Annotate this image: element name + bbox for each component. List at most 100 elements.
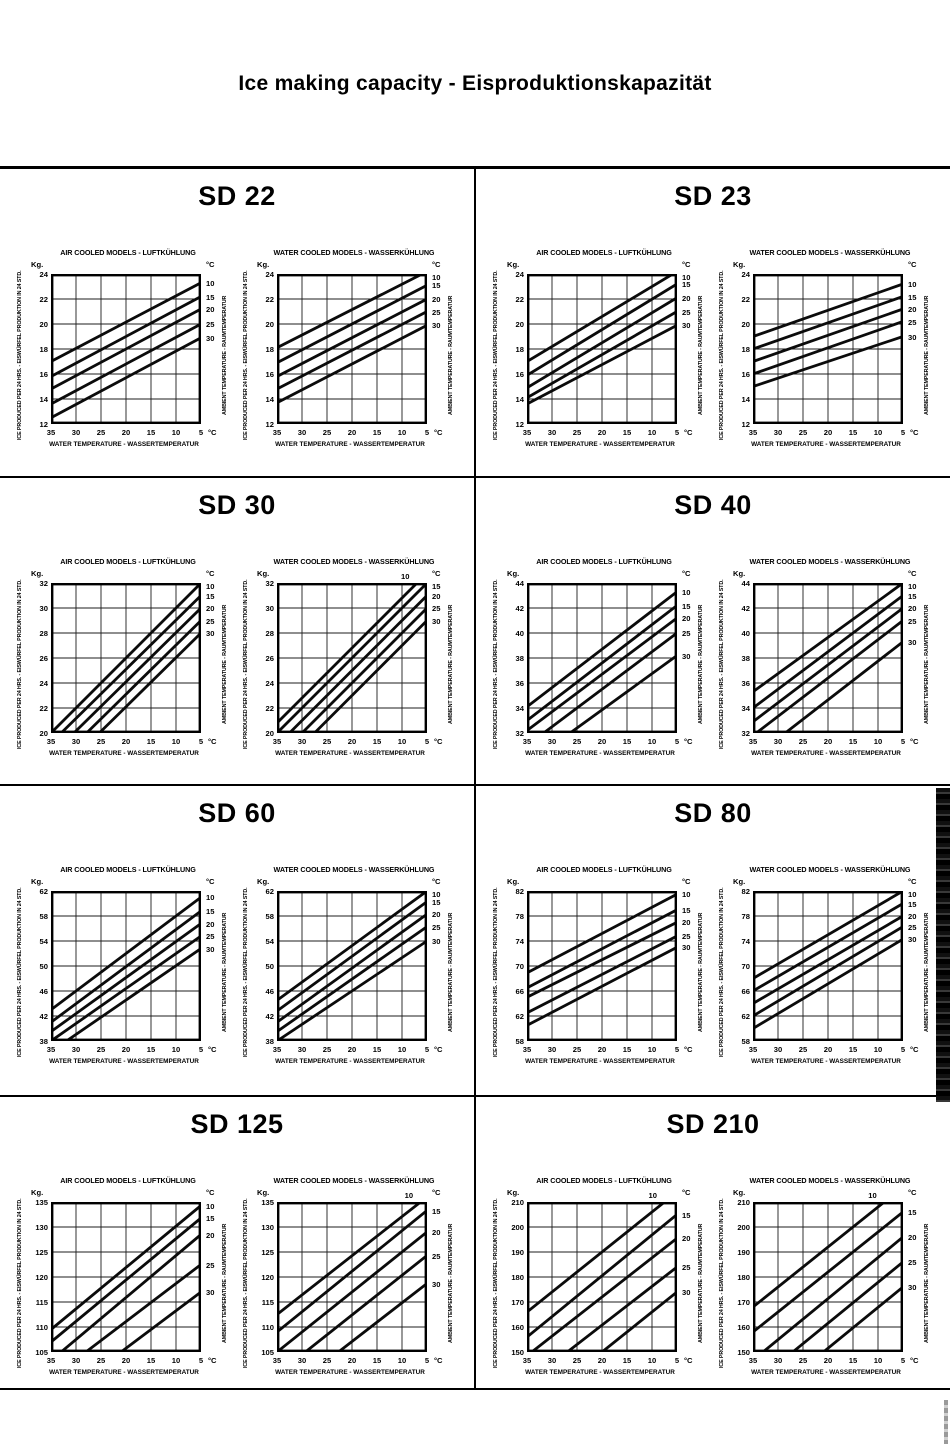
y-tick: 44	[515, 578, 524, 588]
chart-sd60-water: WATER COOLED MODELS - WASSERKÜHLUNG Kg. °C…	[243, 865, 456, 1077]
model-title-sd-125: SD 125	[190, 1109, 284, 1139]
chart-title: AIR COOLED MODELS - LUFTKÜHLUNG	[536, 248, 672, 257]
ambient-label-15: 15	[206, 1214, 215, 1223]
y-tick: 32	[265, 578, 274, 588]
x-axis-title: WATER TEMPERATURE - WASSERTEMPERATUR	[525, 1369, 675, 1376]
y-tick: 38	[741, 653, 750, 663]
y-tick: 135	[35, 1197, 48, 1207]
y-tick: 74	[515, 936, 524, 946]
ambient-unit-label: °C	[432, 877, 441, 886]
x-axis-title: WATER TEMPERATURE - WASSERTEMPERATUR	[49, 1058, 199, 1065]
x-tick: 30	[71, 428, 81, 437]
plot-area	[527, 891, 677, 1041]
ambient-unit-label: °C	[432, 260, 441, 269]
x-tick: 20	[121, 428, 131, 437]
x-tick: 35	[272, 428, 282, 437]
x-tick: 30	[71, 1045, 81, 1054]
x-tick: 10	[397, 1356, 407, 1365]
x-unit-label: °C	[208, 1356, 217, 1365]
y-tick: 30	[39, 603, 48, 613]
y-tick: 28	[39, 628, 48, 638]
ambient-unit-label: °C	[908, 877, 917, 886]
x-tick: 30	[773, 737, 783, 746]
y-tick: 210	[511, 1197, 524, 1207]
y-tick: 20	[39, 319, 48, 329]
ambient-label-10: 10	[648, 1191, 657, 1200]
chart-title: WATER COOLED MODELS - WASSERKÜHLUNG	[749, 865, 911, 874]
plot-area	[51, 891, 201, 1041]
ambient-label-25: 25	[206, 932, 215, 941]
y-tick: 42	[741, 603, 750, 613]
x-unit-label: °C	[208, 1045, 217, 1054]
x-tick: 5	[198, 1045, 204, 1054]
y-tick: 24	[515, 269, 524, 279]
charts-pair-sd-30: AIR COOLED MODELS - LUFTKÜHLUNG Kg. °C ICE …	[0, 557, 474, 769]
x-tick: 20	[597, 737, 607, 746]
x-tick: 25	[322, 428, 332, 437]
chart-sd80-air: AIR COOLED MODELS - LUFTKÜHLUNG Kg. °C ICE …	[493, 865, 706, 1077]
chart-sd40-air: AIR COOLED MODELS - LUFTKÜHLUNG Kg. °C ICE …	[493, 557, 706, 769]
y-tick: 46	[39, 986, 48, 996]
x-tick: 15	[372, 428, 382, 437]
x-tick: 25	[798, 1045, 808, 1054]
ambient-label-25: 25	[908, 1258, 917, 1267]
charts-row-4: SD 125 AIR COOLED MODELS - LUFTKÜHLUNG Kg.…	[0, 1097, 950, 1390]
x-unit-label: °C	[434, 737, 443, 746]
ambient-label-20: 20	[682, 918, 691, 928]
y-tick: 42	[265, 1011, 274, 1021]
x-tick: 20	[347, 737, 357, 746]
ambient-label-30: 30	[432, 616, 441, 626]
x-unit-label: °C	[910, 1356, 919, 1365]
y-unit-label: Kg.	[257, 877, 270, 886]
page-title: Ice making capacity - Eisproduktionskapa…	[238, 72, 712, 95]
plot-area	[527, 1202, 677, 1352]
y-tick: 32	[39, 578, 48, 588]
x-tick: 35	[748, 737, 758, 746]
y-tick: 26	[265, 653, 274, 663]
y-tick: 24	[265, 678, 274, 688]
x-tick: 20	[597, 428, 607, 437]
ambient-label-15: 15	[432, 582, 441, 591]
chart-title: AIR COOLED MODELS - LUFTKÜHLUNG	[60, 557, 196, 566]
ambient-label-25: 25	[908, 922, 917, 932]
x-unit-label: °C	[434, 1356, 443, 1365]
y-unit-label: Kg.	[507, 569, 520, 578]
x-tick: 25	[572, 1045, 582, 1054]
ambient-label-25: 25	[432, 604, 441, 613]
charts-pair-sd-60: AIR COOLED MODELS - LUFTKÜHLUNG Kg. °C ICE …	[0, 865, 474, 1077]
x-tick: 25	[572, 737, 582, 746]
x-tick: 20	[121, 737, 131, 746]
plot-area	[753, 1202, 903, 1352]
model-title-sd-30: SD 30	[198, 490, 276, 520]
x-tick: 5	[198, 1356, 204, 1365]
chart-sd125-air: AIR COOLED MODELS - LUFTKÜHLUNG Kg. °C ICE …	[17, 1176, 230, 1388]
ambient-label-10: 10	[908, 582, 917, 591]
y-tick: 50	[265, 961, 274, 971]
x-tick: 15	[146, 737, 156, 746]
y-tick: 180	[511, 1272, 524, 1282]
x-tick: 30	[773, 1045, 783, 1054]
chart-title: WATER COOLED MODELS - WASSERKÜHLUNG	[273, 1176, 435, 1185]
chart-sd60-air: AIR COOLED MODELS - LUFTKÜHLUNG Kg. °C ICE …	[17, 865, 230, 1077]
x-tick: 5	[674, 1356, 680, 1365]
section-sd-30: SD 30 AIR COOLED MODELS - LUFTKÜHLUNG Kg. °…	[0, 478, 474, 784]
ambient-unit-label: °C	[432, 569, 441, 578]
x-tick: 30	[71, 737, 81, 746]
y-tick: 34	[515, 703, 524, 713]
ambient-label-30: 30	[682, 651, 691, 661]
ambient-label-15: 15	[432, 281, 441, 291]
x-tick: 15	[848, 737, 858, 746]
y-tick: 42	[515, 603, 524, 613]
x-tick: 15	[372, 737, 382, 746]
ambient-axis-title: AMBIENT TEMPERATURE - RAUMTEMPERATUR	[448, 1223, 454, 1343]
x-tick: 25	[798, 1356, 808, 1365]
x-tick: 25	[96, 1356, 106, 1365]
chart-title: WATER COOLED MODELS - WASSERKÜHLUNG	[749, 248, 911, 257]
chart-sd125-water: WATER COOLED MODELS - WASSERKÜHLUNG Kg. °C…	[243, 1176, 456, 1388]
y-tick: 82	[515, 886, 524, 896]
x-tick: 30	[773, 1356, 783, 1365]
y-tick: 54	[39, 936, 48, 946]
y-tick: 14	[515, 394, 524, 404]
y-tick: 135	[261, 1197, 274, 1207]
y-tick: 50	[39, 961, 48, 971]
